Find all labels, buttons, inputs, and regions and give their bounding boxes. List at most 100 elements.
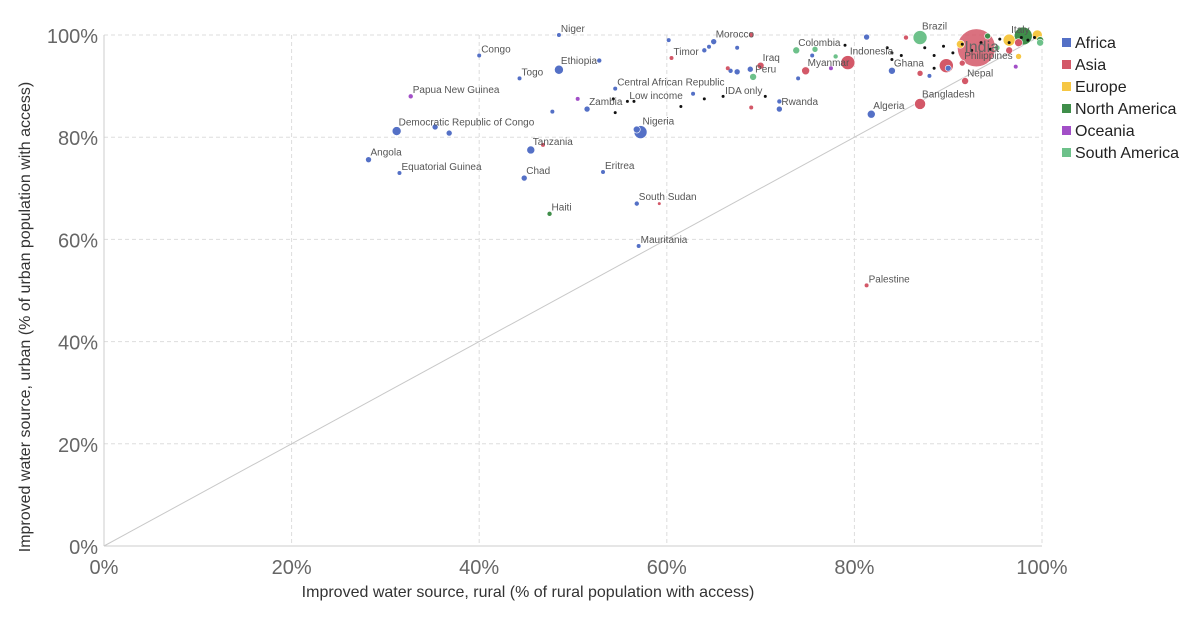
data-point — [811, 46, 819, 53]
data-point — [701, 47, 708, 54]
data-point — [801, 66, 810, 76]
point-label: Bangladesh — [922, 89, 975, 100]
y-tick-label: 40% — [58, 333, 98, 355]
data-point — [988, 47, 992, 51]
data-point — [397, 170, 402, 175]
data-point — [951, 51, 955, 55]
data-point — [583, 105, 591, 113]
x-tick-label: 20% — [272, 557, 312, 579]
point-label: Tanzania — [533, 137, 573, 148]
data-point — [1014, 38, 1023, 47]
point-label: Ethiopia — [561, 56, 598, 67]
data-point — [916, 70, 924, 77]
data-point — [748, 32, 755, 38]
data-point — [914, 98, 926, 110]
data-point — [702, 97, 706, 101]
legend-label: Asia — [1075, 57, 1106, 74]
data-point — [710, 38, 718, 45]
point-label: Eritrea — [605, 161, 635, 172]
x-tick-label: 100% — [1016, 557, 1067, 579]
data-point — [550, 109, 555, 114]
data-point — [890, 51, 894, 55]
data-point — [540, 142, 545, 147]
point-label: Papua New Guinea — [413, 85, 500, 96]
data-point — [725, 66, 730, 71]
legend-label: North America — [1075, 101, 1176, 118]
point-label: Democratic Republic of Congo — [399, 118, 535, 129]
data-point — [984, 32, 991, 40]
data-point — [912, 30, 928, 45]
point-label: South Sudan — [639, 192, 697, 203]
y-tick-label: 100% — [47, 26, 98, 48]
point-label: Chad — [526, 166, 550, 177]
point-label: Low income — [629, 91, 683, 102]
data-point — [903, 34, 909, 41]
data-point — [843, 43, 847, 47]
data-point — [888, 66, 896, 75]
data-point — [832, 53, 839, 60]
data-point — [546, 211, 553, 217]
data-point — [885, 46, 889, 50]
data-point — [1026, 38, 1030, 42]
legend-swatch — [1062, 82, 1071, 91]
legend: Africa Asia Europe North America Oceania Sout… — [1062, 35, 1179, 162]
data-point — [613, 86, 618, 91]
data-point — [796, 76, 801, 81]
data-point — [727, 67, 734, 74]
data-point — [613, 111, 617, 115]
point-label: Angola — [371, 148, 403, 159]
data-point — [666, 38, 671, 43]
data-point — [942, 44, 946, 48]
point-label: Indonesia — [850, 47, 894, 58]
point-label: IDA only — [725, 86, 762, 97]
point-label: Central African Republic — [617, 78, 724, 89]
point-label: Italy — [1011, 25, 1029, 36]
point-label: Haiti — [552, 202, 572, 213]
data-point — [556, 33, 561, 37]
point-label: Togo — [522, 67, 544, 78]
legend-swatch — [1062, 38, 1071, 47]
x-tick-label: 40% — [459, 557, 499, 579]
x-tick-label: 80% — [834, 557, 874, 579]
point-label: Zambia — [589, 97, 623, 108]
legend-label: Oceania — [1075, 123, 1135, 140]
data-point — [958, 59, 966, 67]
data-point — [735, 45, 740, 50]
data-point — [625, 99, 629, 103]
point-label: Equatorial Guinea — [401, 162, 481, 173]
data-point — [391, 126, 402, 136]
legend-swatch — [1062, 126, 1071, 135]
data-point — [633, 200, 640, 207]
data-point — [956, 39, 965, 49]
point-label: Colombia — [798, 38, 841, 49]
data-point — [1013, 64, 1018, 69]
data-point — [1019, 36, 1023, 40]
data-point — [944, 64, 952, 72]
data-point — [632, 125, 641, 134]
point-label: India — [964, 39, 999, 56]
data-point — [707, 44, 712, 49]
point-label: Congo — [481, 44, 511, 55]
data-point — [866, 109, 876, 119]
point-label: Algeria — [873, 101, 905, 112]
data-point — [863, 33, 870, 41]
grid-lines — [104, 34, 1043, 546]
data-point — [669, 55, 674, 60]
data-point — [636, 244, 641, 249]
point-label: Morocco — [716, 30, 755, 41]
data-point — [792, 46, 801, 55]
data-point — [657, 202, 661, 206]
data-point — [749, 105, 754, 110]
data-point — [721, 94, 725, 98]
data-point — [840, 55, 856, 70]
data-point — [477, 53, 482, 58]
data-point — [554, 64, 564, 75]
x-tick-label: 0% — [90, 557, 119, 579]
point-label: Myanmar — [808, 58, 850, 69]
legend-label: Africa — [1075, 35, 1116, 52]
data-point — [932, 53, 936, 57]
data-point — [828, 66, 833, 71]
x-axis-title: Improved water source, rural (% of rural… — [302, 584, 755, 601]
data-point — [365, 156, 372, 163]
data-point — [1005, 46, 1013, 55]
